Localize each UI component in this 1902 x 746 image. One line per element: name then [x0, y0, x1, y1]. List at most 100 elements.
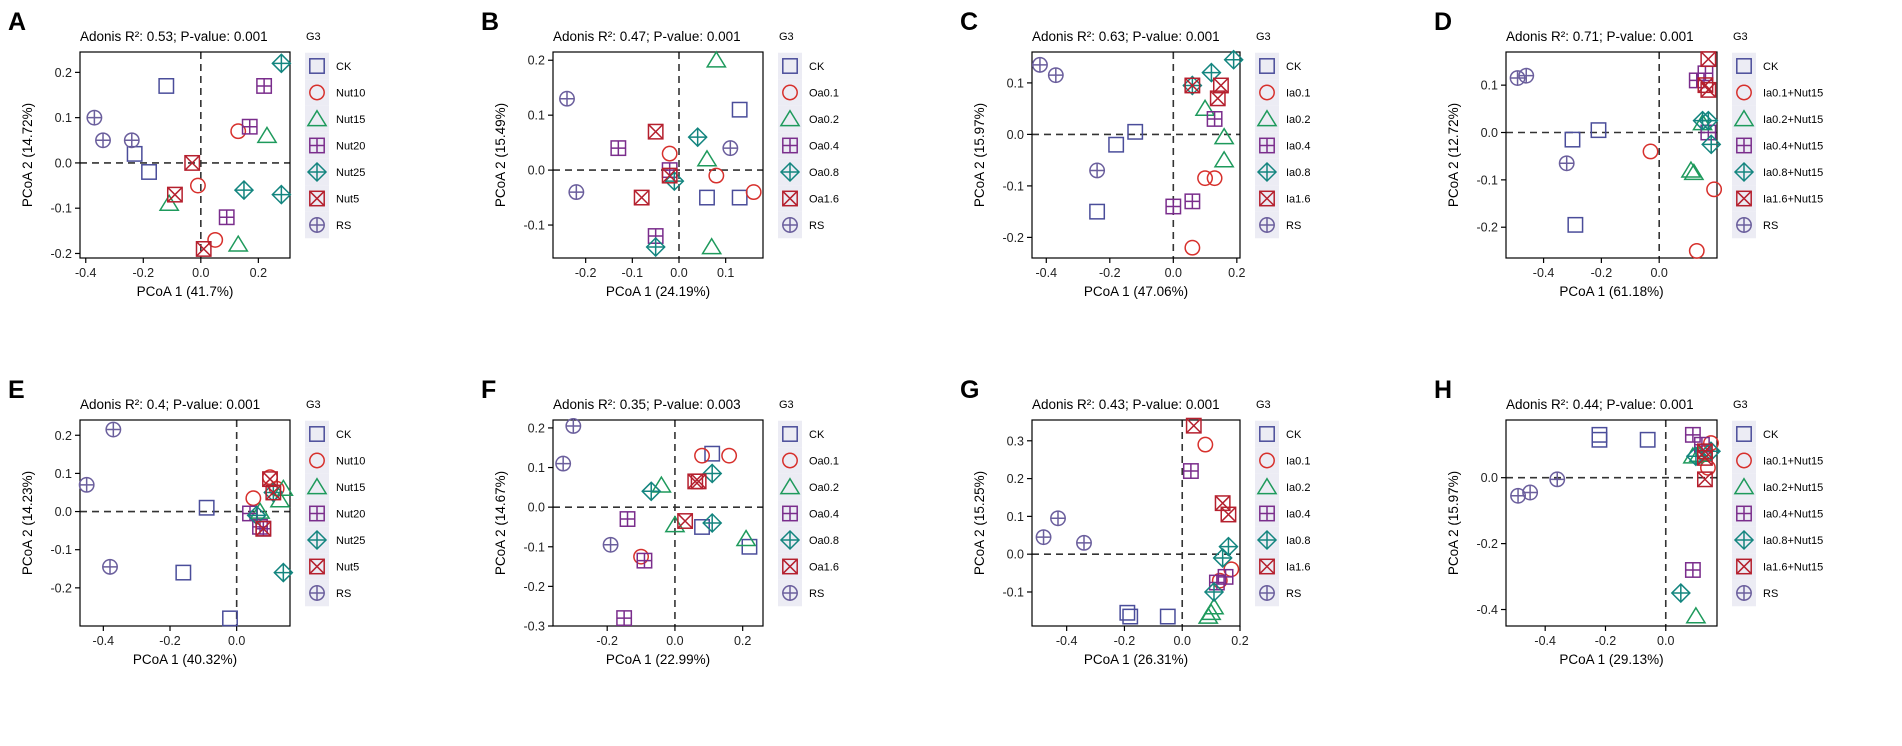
data-point-g-ck-2-outline — [1122, 608, 1139, 625]
data-point-a-nut5-3-outline — [195, 240, 212, 257]
data-point-h-ia1-6-nut15-3-cross — [1697, 471, 1713, 488]
panel-letter-g: G — [960, 376, 979, 404]
data-point-a-ck-1-outline — [158, 78, 175, 94]
y-tick-label-h: -0.2 — [1476, 537, 1498, 551]
data-point-a-nut10-3 — [207, 231, 224, 248]
legend-symbol-a-2 — [309, 84, 325, 101]
x-tick-label-f: 0.0 — [666, 634, 683, 648]
data-point-c-ia1-6-3-cross — [1210, 90, 1226, 107]
x-axis-label-b: PCoA 1 (24.19%) — [606, 284, 710, 299]
data-point-b-rs-2-cross — [723, 140, 738, 156]
data-point-c-rs-2-cross — [1048, 67, 1064, 83]
legend-symbol-h-1-outline — [1736, 426, 1752, 442]
legend-symbol-e-4-cross — [309, 506, 325, 521]
x-tick-label-e: 0.0 — [228, 634, 245, 648]
y-tick-label-d: 0.0 — [1481, 126, 1498, 140]
data-point-b-oa0-2-3-outline — [701, 237, 723, 255]
data-point-f-oa0-1-1-outline — [694, 447, 710, 464]
data-point-b-oa0-2-1-outline — [705, 50, 727, 68]
legend-symbol-c-7 — [1259, 217, 1275, 233]
x-tick-label-c: 0.0 — [1165, 266, 1182, 280]
legend-symbol-h-7 — [1736, 585, 1752, 601]
legend-label-a-2: Nut10 — [336, 88, 365, 100]
data-point-e-ck-2-outline — [175, 564, 192, 581]
legend-label-e-6: Nut5 — [336, 562, 359, 574]
legend-symbol-d-7 — [1736, 217, 1752, 233]
data-point-h-ck-3-outline — [1639, 431, 1656, 448]
x-axis-label-h: PCoA 1 (29.13%) — [1559, 652, 1663, 667]
y-axis-label-h: PCoA 2 (15.97%) — [1446, 471, 1461, 575]
data-point-c-ck-3 — [1089, 203, 1106, 220]
data-point-e-ck-1 — [198, 499, 215, 516]
data-point-a-nut20-2-cross — [242, 119, 257, 134]
y-tick-label-g: -0.1 — [1002, 585, 1024, 599]
data-point-g-ck-1-outline — [1119, 604, 1136, 621]
data-point-d-ck-2 — [1564, 131, 1581, 148]
legend-key-bg-g — [1255, 420, 1279, 448]
legend-symbol-d-6-outline — [1736, 190, 1752, 207]
data-point-h-rs-2 — [1522, 484, 1539, 501]
legend-symbol-c-2 — [1259, 84, 1275, 101]
data-point-c-rs-3 — [1089, 162, 1106, 179]
data-point-c-ia0-1-1 — [1197, 170, 1214, 187]
legend-symbol-b-5-cross — [781, 163, 799, 181]
data-point-e-nut15-3 — [249, 501, 271, 519]
chart-title-h: Adonis R²: 0.44; P-value: 0.001 — [1506, 397, 1694, 412]
data-point-a-nut20-1 — [256, 78, 273, 94]
data-point-a-nut20-2 — [241, 118, 258, 135]
legend-label-f-6: Oa1.6 — [809, 562, 839, 574]
legend-symbol-d-1 — [1736, 58, 1752, 74]
data-point-h-ia0-2-nut15-3-outline — [1685, 606, 1707, 624]
y-tick-label-f: -0.1 — [523, 540, 545, 554]
x-tick-label-g: -0.2 — [1114, 634, 1136, 648]
data-point-a-nut25-1 — [271, 53, 292, 74]
legend-key-bg-c — [1255, 79, 1279, 106]
data-point-d-ia1-6-nut15-3 — [1700, 81, 1717, 98]
data-point-g-ck-2 — [1122, 608, 1139, 625]
data-point-a-nut10-1 — [230, 123, 247, 140]
y-axis-label-f: PCoA 2 (14.67%) — [493, 471, 508, 575]
data-point-g-ia0-4-3-cross — [1209, 575, 1225, 590]
data-point-f-rs-1 — [565, 417, 582, 434]
legend-symbol-h-4-cross — [1736, 506, 1752, 521]
data-point-b-oa1-6-3-outline — [661, 167, 678, 184]
x-tick-label-d: -0.2 — [1591, 266, 1613, 280]
data-point-c-ia0-2-2-outline — [1213, 127, 1235, 145]
data-point-f-rs-3 — [602, 536, 619, 553]
y-tick-label-c: -0.1 — [1002, 179, 1024, 193]
data-point-a-nut15-3-outline — [227, 234, 249, 252]
x-tick-label-a: -0.4 — [75, 266, 97, 280]
legend-label-h-7: RS — [1763, 588, 1778, 600]
x-tick-label-a: -0.2 — [133, 266, 155, 280]
chart-title-b: Adonis R²: 0.47; P-value: 0.001 — [553, 29, 741, 44]
legend-label-d-3: Ia0.2+Nut15 — [1763, 114, 1823, 126]
plot-frame-c — [1031, 51, 1241, 259]
data-point-c-ia0-1-3 — [1184, 239, 1201, 256]
legend-symbol-a-3-outline — [306, 109, 328, 127]
legend-symbol-e-3-outline — [306, 477, 328, 495]
legend-label-b-6: Oa1.6 — [809, 194, 839, 206]
data-point-d-rs-2 — [1518, 67, 1535, 84]
data-point-e-nut10-2 — [245, 490, 262, 507]
x-tick-label-c: -0.4 — [1036, 266, 1058, 280]
legend-label-d-1: CK — [1763, 61, 1779, 73]
legend-title-g: G3 — [1256, 399, 1271, 411]
legend-label-d-4: Ia0.4+Nut15 — [1763, 141, 1823, 153]
y-tick-label-f: 0.2 — [528, 421, 545, 435]
legend-symbol-h-6-outline — [1736, 558, 1752, 575]
legend-symbol-d-5 — [1733, 161, 1755, 183]
data-point-d-ia0-2-nut15-1 — [1680, 160, 1702, 178]
data-point-h-rs-3-cross — [1550, 472, 1565, 487]
data-point-g-ia1-6-3 — [1220, 506, 1237, 523]
legend-label-f-4: Oa0.4 — [809, 509, 839, 521]
y-tick-label-a: -0.2 — [50, 247, 72, 261]
data-point-b-oa0-8-1-outline — [687, 127, 708, 148]
legend-symbol-a-7-cross — [309, 217, 325, 233]
data-point-b-ck-3-outline — [731, 189, 748, 206]
data-point-a-nut25-1-outline — [271, 53, 292, 74]
legend-label-h-3: Ia0.2+Nut15 — [1763, 482, 1823, 494]
panel-b: B Adonis R²: 0.47; P-value: 0.001 -0.2 -0.1… — [481, 8, 839, 299]
data-point-g-rs-2 — [1050, 510, 1066, 527]
data-point-a-rs-1-cross — [87, 110, 102, 125]
